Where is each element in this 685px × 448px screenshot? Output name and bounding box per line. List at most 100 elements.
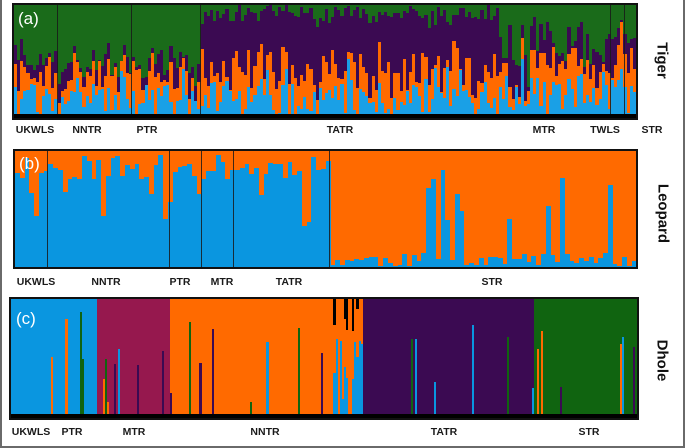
individual-bar (456, 299, 460, 418)
individual-bar (109, 299, 112, 418)
individual-bar (38, 151, 44, 267)
individual-bar (448, 299, 451, 418)
individual-bar (82, 299, 85, 418)
individual-bar (595, 5, 599, 118)
individual-bar (174, 299, 177, 418)
individual-bar (574, 151, 580, 267)
individual-bar (318, 5, 322, 118)
leopard-bars (15, 151, 636, 267)
individual-bar (601, 299, 604, 418)
individual-bar (364, 299, 367, 418)
individual-bar (542, 299, 545, 418)
individual-bar (41, 5, 46, 118)
individual-bar (463, 299, 466, 418)
individual-bar (427, 299, 430, 418)
individual-bar (365, 5, 369, 118)
individual-bar (592, 5, 596, 118)
individual-bar (588, 299, 591, 418)
individual-bar (34, 299, 37, 418)
individual-bar (325, 299, 328, 418)
individual-bar (527, 5, 531, 118)
individual-bar (58, 151, 63, 267)
individual-bar (62, 151, 68, 267)
individual-bar (530, 5, 534, 118)
population-label: STR (578, 426, 600, 438)
individual-bar (76, 5, 80, 118)
individual-bar (557, 299, 560, 418)
individual-bar (603, 299, 606, 418)
individual-bar (369, 299, 372, 418)
individual-bar (321, 5, 325, 118)
individual-bar (225, 151, 231, 267)
individual-bar (337, 299, 340, 418)
individual-bar (287, 299, 290, 418)
individual-bar (605, 299, 608, 418)
individual-bar (622, 151, 627, 267)
individual-bar (105, 299, 108, 418)
individual-bar (536, 299, 539, 418)
individual-bar (207, 299, 210, 418)
individual-bar (312, 5, 316, 118)
individual-bar (90, 299, 93, 418)
individual-bar (244, 5, 248, 118)
individual-bar (120, 151, 125, 267)
individual-bar (604, 5, 608, 118)
individual-bar (239, 299, 242, 418)
individual-bar (465, 299, 468, 418)
individual-bar (279, 299, 282, 418)
individual-bar (399, 5, 403, 118)
individual-bar (563, 299, 566, 418)
individual-bar (387, 299, 390, 418)
individual-bar (299, 299, 303, 418)
individual-bar (609, 299, 612, 418)
population-label: TATR (326, 124, 354, 136)
individual-bar (40, 299, 43, 418)
individual-bar (268, 5, 273, 118)
individual-bar (230, 151, 235, 267)
individual-bar (214, 299, 217, 418)
individual-bar (13, 299, 16, 418)
individual-bar (291, 299, 294, 418)
individual-bar (132, 5, 136, 118)
individual-bar (598, 151, 604, 267)
individual-bar (560, 151, 565, 267)
individual-bar (598, 5, 602, 118)
individual-bar (499, 5, 503, 118)
individual-bar (124, 299, 127, 418)
individual-bar (281, 299, 284, 418)
individual-bar (392, 151, 398, 267)
individual-bar (492, 299, 495, 418)
individual-bar (507, 151, 513, 267)
individual-bar (590, 299, 594, 418)
individual-bar (532, 299, 535, 418)
individual-bar (350, 299, 353, 418)
individual-bar (631, 151, 636, 267)
individual-bar (220, 151, 226, 267)
individual-bar (316, 299, 319, 418)
individual-bar (321, 151, 326, 267)
individual-bar (607, 151, 613, 267)
individual-bar (405, 5, 409, 118)
individual-bar (297, 299, 300, 418)
individual-bar (255, 299, 259, 418)
individual-bar (402, 299, 405, 418)
individual-bar (203, 299, 206, 418)
population-divider (233, 151, 234, 267)
individual-bar (136, 299, 139, 418)
individual-bar (349, 151, 355, 267)
individual-bar (373, 151, 379, 267)
population-divider (201, 151, 202, 267)
individual-bar (515, 299, 518, 418)
individual-bar (218, 299, 221, 418)
individual-bar (66, 5, 70, 118)
individual-bar (542, 5, 546, 118)
individual-bar (65, 299, 68, 418)
individual-bar (454, 299, 457, 418)
individual-bar (282, 151, 288, 267)
individual-bar (331, 5, 335, 118)
individual-bar (265, 5, 269, 118)
individual-bar (130, 299, 133, 418)
individual-bar (548, 5, 552, 118)
individual-bar (194, 5, 198, 118)
individual-bar (583, 5, 587, 118)
